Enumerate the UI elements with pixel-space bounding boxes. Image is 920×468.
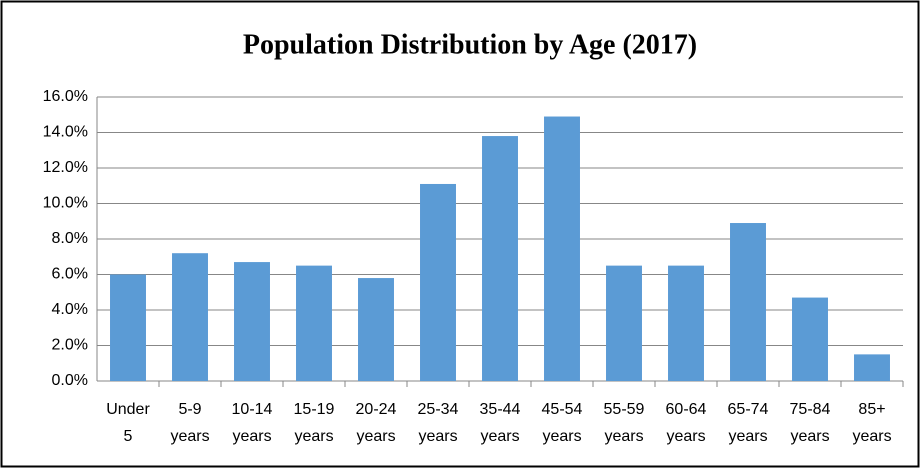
y-tick-label: 2.0% — [52, 337, 88, 354]
x-tick-label: 25-34 years — [418, 401, 459, 445]
x-tick-label: Under 5 — [106, 401, 150, 445]
bar — [668, 265, 704, 381]
bar — [110, 274, 146, 381]
x-tick-label: 65-74 years — [728, 401, 769, 445]
x-tick-label: 35-44 years — [480, 401, 521, 445]
y-tick-label: 16.0% — [43, 88, 88, 105]
bar — [482, 136, 518, 381]
x-tick-label: 45-54 years — [542, 401, 583, 445]
bar — [544, 116, 580, 382]
y-tick-label: 8.0% — [52, 230, 88, 247]
y-tick-label: 12.0% — [43, 159, 88, 176]
bar — [172, 253, 208, 381]
y-tick-label: 14.0% — [43, 124, 88, 141]
x-tick-label: 85+ years — [852, 401, 891, 445]
y-tick-label: 0.0% — [52, 372, 88, 389]
bar — [234, 262, 270, 381]
x-tick-label: 20-24 years — [356, 401, 397, 445]
x-tick-label: 5-9 years — [170, 401, 209, 445]
bar — [420, 183, 456, 381]
x-tick-label: 75-84 years — [790, 401, 831, 445]
x-tick-label: 60-64 years — [666, 401, 707, 445]
bar — [854, 354, 890, 381]
x-tick-label: 10-14 years — [232, 401, 273, 445]
y-tick-label: 6.0% — [52, 266, 88, 283]
y-tick-label: 10.0% — [43, 195, 88, 212]
bar — [730, 223, 766, 381]
bar — [296, 265, 332, 381]
bar — [792, 297, 828, 381]
y-tick-label: 4.0% — [52, 301, 88, 318]
bar — [606, 265, 642, 381]
bar — [358, 278, 394, 381]
x-tick-label: 15-19 years — [294, 401, 335, 445]
x-tick-label: 55-59 years — [604, 401, 645, 445]
chart-title: Population Distribution by Age (2017) — [243, 29, 697, 60]
